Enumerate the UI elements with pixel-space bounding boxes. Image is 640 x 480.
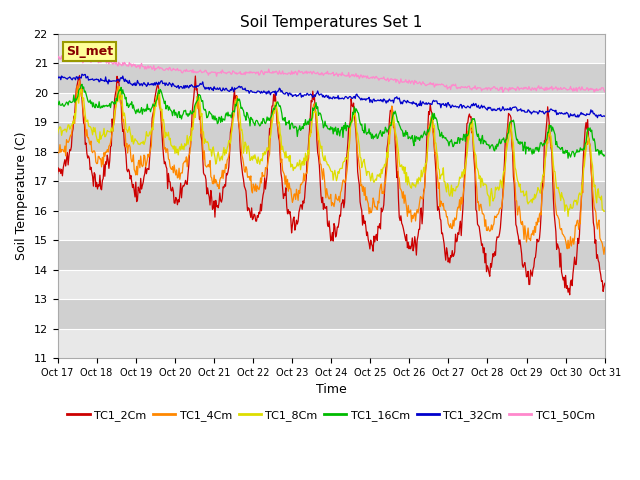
TC1_2Cm [566, 292, 573, 298]
TC1_32Cm [69, 75, 77, 81]
Y-axis label: Soil Temperature (C): Soil Temperature (C) [15, 132, 28, 260]
TC1_32Cm [78, 72, 86, 77]
TC1_16Cm [564, 156, 572, 161]
TC1_8Cm [515, 184, 523, 190]
TC1_8Cm [550, 168, 558, 174]
TC1_4Cm [76, 78, 83, 84]
Bar [58, 152, 605, 181]
Line: TC1_16Cm: TC1_16Cm [58, 84, 605, 158]
TC1_2Cm [76, 72, 83, 78]
TC1_8Cm [601, 208, 609, 214]
TC1_4Cm [600, 252, 608, 257]
TC1_32Cm [515, 107, 523, 112]
TC1_16Cm [515, 139, 523, 144]
TC1_8Cm [200, 141, 208, 146]
TC1_2Cm [200, 172, 208, 178]
Bar [58, 34, 605, 63]
TC1_32Cm [143, 83, 151, 88]
Bar [58, 240, 605, 270]
Line: TC1_2Cm: TC1_2Cm [58, 75, 605, 295]
TC1_4Cm [54, 150, 61, 156]
TC1_16Cm [550, 129, 558, 135]
TC1_50Cm [551, 85, 559, 91]
TC1_32Cm [601, 113, 609, 119]
TC1_50Cm [70, 55, 77, 60]
TC1_50Cm [67, 53, 74, 59]
TC1_50Cm [143, 65, 151, 71]
Bar [58, 270, 605, 299]
TC1_4Cm [69, 120, 77, 125]
TC1_2Cm [143, 166, 151, 172]
TC1_16Cm [233, 99, 241, 105]
Legend: TC1_2Cm, TC1_4Cm, TC1_8Cm, TC1_16Cm, TC1_32Cm, TC1_50Cm: TC1_2Cm, TC1_4Cm, TC1_8Cm, TC1_16Cm, TC1… [63, 406, 600, 425]
Bar [58, 181, 605, 211]
TC1_8Cm [54, 132, 61, 137]
Bar [58, 63, 605, 93]
Title: Soil Temperatures Set 1: Soil Temperatures Set 1 [240, 15, 422, 30]
TC1_4Cm [601, 244, 609, 250]
TC1_50Cm [200, 69, 208, 75]
TC1_8Cm [233, 100, 241, 106]
TC1_50Cm [54, 56, 61, 61]
TC1_50Cm [233, 72, 241, 77]
Line: TC1_8Cm: TC1_8Cm [58, 87, 605, 216]
TC1_16Cm [200, 107, 208, 113]
Bar [58, 122, 605, 152]
Bar [58, 93, 605, 122]
TC1_16Cm [54, 99, 61, 105]
TC1_16Cm [601, 152, 609, 158]
TC1_16Cm [143, 101, 151, 107]
Line: TC1_50Cm: TC1_50Cm [58, 56, 605, 92]
TC1_2Cm [550, 211, 558, 217]
TC1_2Cm [515, 241, 523, 247]
TC1_32Cm [54, 73, 61, 79]
TC1_32Cm [200, 84, 208, 90]
TC1_4Cm [143, 157, 151, 163]
Bar [58, 211, 605, 240]
Line: TC1_4Cm: TC1_4Cm [58, 81, 605, 254]
Line: TC1_32Cm: TC1_32Cm [58, 74, 605, 118]
TC1_2Cm [54, 171, 61, 177]
TC1_16Cm [78, 82, 86, 87]
TC1_2Cm [233, 93, 241, 99]
X-axis label: Time: Time [316, 383, 346, 396]
Bar [58, 328, 605, 358]
TC1_32Cm [233, 85, 241, 91]
TC1_32Cm [593, 115, 601, 120]
TC1_4Cm [515, 203, 523, 209]
TC1_8Cm [116, 84, 124, 90]
TC1_32Cm [550, 108, 558, 113]
TC1_4Cm [200, 148, 208, 154]
TC1_8Cm [143, 132, 151, 138]
TC1_4Cm [233, 93, 241, 99]
Bar [58, 299, 605, 328]
TC1_2Cm [601, 280, 609, 286]
TC1_2Cm [69, 126, 77, 132]
TC1_8Cm [564, 214, 572, 219]
TC1_4Cm [550, 183, 558, 189]
Text: SI_met: SI_met [66, 45, 113, 58]
TC1_16Cm [69, 98, 77, 104]
TC1_50Cm [499, 89, 507, 95]
TC1_50Cm [516, 85, 524, 91]
TC1_50Cm [601, 89, 609, 95]
TC1_8Cm [69, 119, 77, 125]
